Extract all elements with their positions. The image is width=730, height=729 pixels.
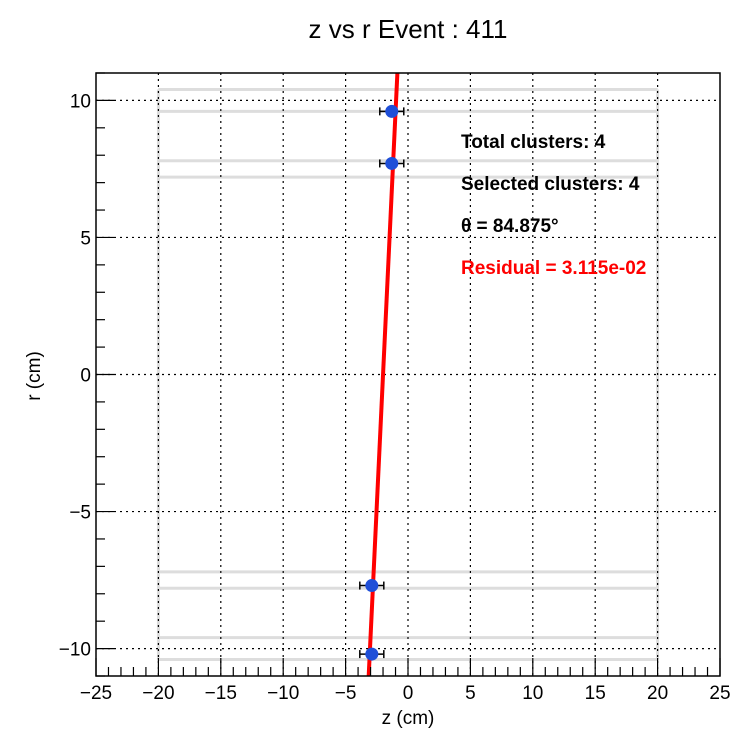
cluster-marker (365, 647, 379, 661)
x-tick-labels: −25 −20 −15 −10 −5 0 5 10 15 20 25 (80, 683, 730, 704)
cluster-marker (385, 104, 399, 118)
x-tick-label: 0 (403, 683, 414, 704)
y-tick-label: −10 (59, 640, 91, 661)
x-tick-label: −15 (205, 683, 237, 704)
x-tick-label: −25 (80, 683, 112, 704)
y-tick-label: 0 (80, 366, 91, 387)
annotation-text: Total clusters: 4 (461, 132, 606, 153)
x-tick-label: 10 (522, 683, 543, 704)
fit-line (366, 72, 400, 677)
cluster-point (359, 579, 385, 593)
cluster-points (359, 104, 405, 661)
x-tick-label: −20 (142, 683, 174, 704)
cluster-point (359, 647, 385, 661)
y-tick-label: 5 (80, 228, 91, 249)
grid (96, 73, 720, 676)
cluster-point (379, 156, 405, 170)
cluster-point (379, 104, 405, 118)
cluster-marker (365, 579, 379, 593)
y-axis-label: r (cm) (24, 351, 45, 401)
x-tick-label: −5 (335, 683, 357, 704)
y-tick-labels: −10 −5 0 5 10 (59, 91, 91, 660)
annotations: Total clusters: 4 Selected clusters: 4 θ =… (461, 132, 646, 279)
x-tick-label: 15 (585, 683, 606, 704)
x-tick-label: −10 (267, 683, 299, 704)
chart-title: z vs r Event : 411 (309, 14, 508, 44)
x-axis-label: z (cm) (382, 708, 435, 729)
annotation-text: θ = 84.875° (461, 216, 559, 237)
x-tick-label: 25 (709, 683, 730, 704)
x-tick-label: 20 (647, 683, 668, 704)
y-tick-label: 10 (70, 91, 91, 112)
fit-line-group (366, 72, 400, 677)
annotation-text: Residual = 3.115e-02 (461, 258, 646, 279)
annotation-text: Selected clusters: 4 (461, 174, 640, 195)
cluster-marker (385, 156, 399, 170)
y-tick-label: −5 (69, 503, 91, 524)
x-tick-label: 5 (465, 683, 476, 704)
axis-ticks (95, 72, 721, 677)
